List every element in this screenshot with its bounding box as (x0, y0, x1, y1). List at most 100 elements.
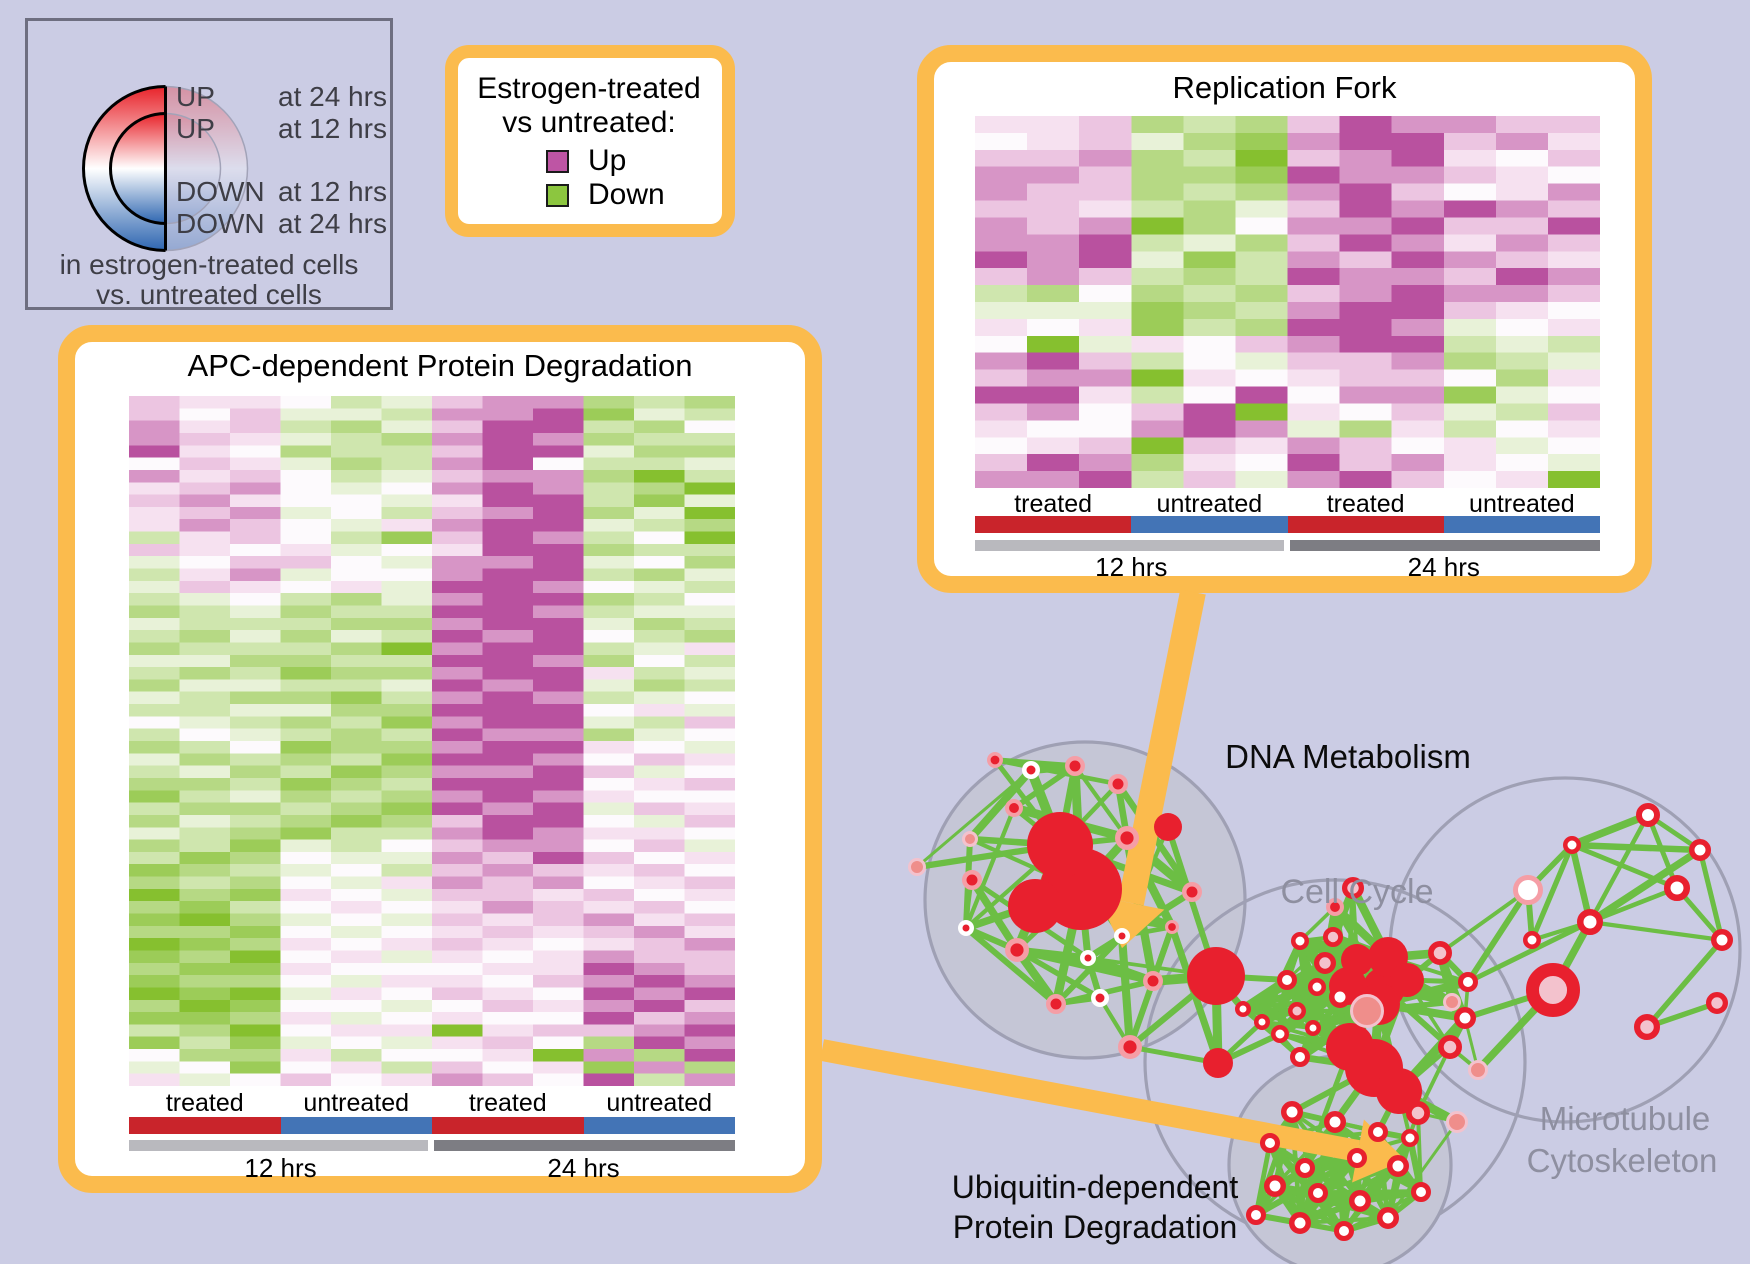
network-edge (1531, 919, 1591, 943)
heatmap-cell (179, 580, 231, 594)
heatmap-cell (684, 469, 735, 483)
heatmap-cell (634, 420, 686, 434)
heatmap-cell (280, 1012, 332, 1025)
heatmap-cell (975, 200, 1028, 219)
heatmap-cell (1079, 403, 1132, 421)
heatmap-cell (634, 765, 686, 779)
heatmap-cell (1131, 302, 1184, 320)
heatmap-cell (533, 568, 585, 582)
time-bar-12hrs (975, 540, 1284, 551)
heatmap-cell (533, 605, 585, 619)
heatmap-cell (280, 580, 332, 594)
heatmap-cell (975, 403, 1028, 421)
heatmap-cell (975, 454, 1028, 472)
network-edge (1298, 939, 1327, 965)
heatmap-cell (533, 556, 585, 570)
heatmap-cell (482, 975, 534, 989)
heatmap-cell (280, 1036, 332, 1050)
heatmap-cell (533, 432, 585, 446)
heatmap-cell (432, 876, 484, 890)
heatmap-cell (1391, 149, 1445, 168)
network-edge (1341, 1157, 1360, 1232)
network-edge (1297, 1155, 1360, 1226)
heatmap-cell (331, 593, 383, 607)
heatmap-cell (381, 901, 433, 915)
gene-node-rw (1291, 932, 1309, 950)
network-edge (1385, 1165, 1401, 1219)
network-edge (1293, 960, 1329, 1014)
heatmap-cell (1495, 116, 1549, 134)
heatmap-cell (1079, 116, 1132, 134)
heatmap-cell (1131, 200, 1184, 219)
gene-node-rw (1577, 909, 1603, 935)
network-edge (1331, 936, 1350, 987)
heatmap-cell (634, 396, 686, 409)
heatmap-cell (1287, 420, 1341, 438)
heatmap-cell (583, 728, 635, 742)
heatmap-cell (1235, 166, 1289, 185)
replication-fork-heatmap (975, 116, 1600, 488)
network-edge (1240, 959, 1328, 1013)
heatmap-cell (179, 999, 231, 1013)
heatmap-cell (482, 1012, 534, 1025)
heatmap-cell (684, 716, 735, 730)
heatmap-cell (583, 765, 635, 779)
heatmap-cell (482, 1061, 534, 1075)
gene-node-rw (1387, 1155, 1409, 1177)
heatmap-cell (280, 975, 332, 989)
time-bar-24hrs (434, 1140, 735, 1151)
heatmap-cell (179, 753, 231, 767)
heatmap-cell (432, 605, 484, 619)
heatmap-cell (432, 827, 484, 841)
network-edge (1316, 1156, 1359, 1195)
gene-node-rw (1411, 1182, 1431, 1202)
heatmap-cell (975, 285, 1028, 303)
apc-heatmap (129, 396, 735, 1086)
heatmap-cell (179, 679, 231, 693)
network-edge (1242, 1006, 1314, 1031)
network-edge (1150, 926, 1175, 982)
heatmap-cell (1027, 285, 1080, 303)
heatmap-cell (1391, 285, 1445, 303)
heatmap-cell (1287, 386, 1341, 405)
network-edge (1329, 886, 1357, 939)
network-edge (1279, 1032, 1375, 1070)
heatmap-cell (1339, 132, 1393, 151)
gene-node-rw (1271, 1025, 1289, 1043)
heatmap-cell (583, 851, 635, 865)
network-edge (1436, 952, 1456, 1003)
heatmap-cell (331, 506, 383, 520)
heatmap-cell (1287, 335, 1341, 354)
heatmap-cell (432, 765, 484, 779)
heatmap-cell (129, 765, 181, 779)
network-edge (1058, 782, 1120, 847)
gene-node-rp (1525, 962, 1580, 1017)
heatmap-cell (331, 814, 383, 828)
heatmap-cell (1547, 285, 1600, 303)
heatmap-cell (129, 962, 181, 976)
heatmap-cell (1183, 318, 1237, 337)
heatmap-cell (533, 864, 585, 878)
heatmap-cell (634, 654, 686, 668)
network-edge (1127, 925, 1175, 1049)
network-edge (1012, 806, 1062, 847)
heatmap-cell (1183, 403, 1237, 421)
network-edge (1279, 1031, 1351, 1050)
network-bridge-edge (1216, 1020, 1264, 1065)
heatmap-cell (331, 765, 383, 779)
heatmap-cell (1443, 149, 1497, 168)
heatmap-cell (1027, 302, 1080, 320)
network-edge (1343, 1190, 1422, 1233)
heatmap-cell (381, 691, 433, 705)
legend-footer-1: in estrogen-treated cells (59, 249, 359, 280)
heatmap-cell (331, 716, 383, 730)
network-edge (1297, 939, 1370, 1013)
legend-time-24b: at 24 hrs (278, 208, 387, 239)
network-bridge-edge (1215, 973, 1288, 983)
network-edge (1437, 950, 1471, 985)
gene-node-halo (1091, 989, 1109, 1007)
network-bridge-edge (1332, 1065, 1377, 1125)
heatmap-cell (1495, 166, 1549, 185)
heatmap-cell (280, 790, 332, 804)
network-edge (1525, 889, 1535, 941)
